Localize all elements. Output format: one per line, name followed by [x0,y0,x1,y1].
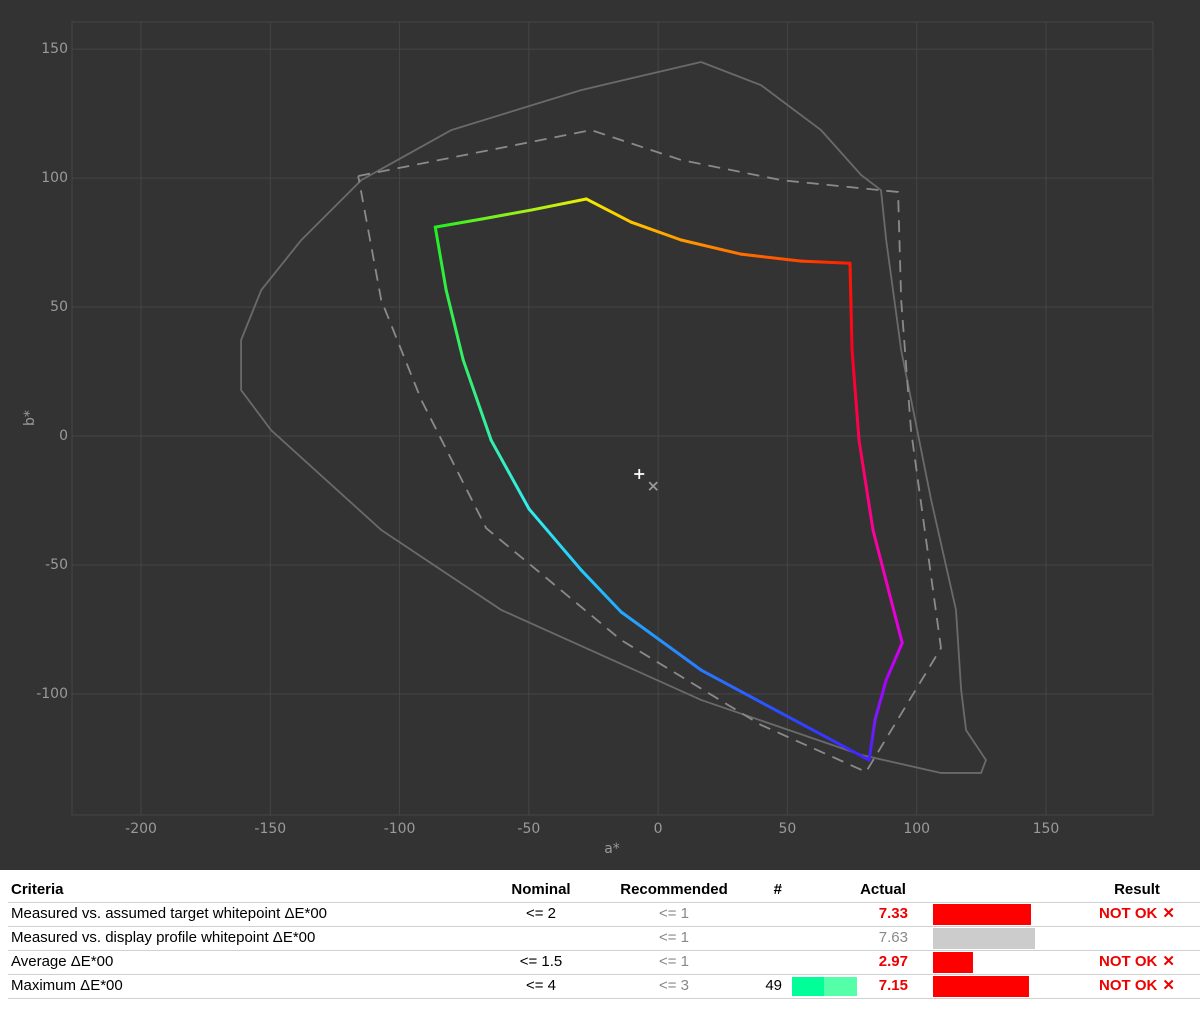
count-bar [824,977,857,996]
row-divider [8,998,1200,999]
gamut-segment [433,217,483,229]
column-header: # [773,881,782,898]
count: 49 [765,977,782,994]
gamut-outline [357,129,942,774]
fail-icon: ✕ [1162,953,1175,970]
actual: 7.63 [878,929,908,946]
nominal: <= 1.5 [519,953,563,970]
x-tick-label: 50 [778,821,796,837]
actual-bar [933,928,1036,949]
gamut-segment [461,358,493,442]
gamut-segment [867,718,877,762]
row-divider [8,902,1200,903]
gamut-segment [739,252,803,263]
column-header: Criteria [11,881,64,898]
row-divider [8,974,1200,975]
recommended: <= 1 [658,953,690,970]
whitepoint-marker [648,481,658,491]
x-tick-label: 150 [1033,821,1060,837]
x-tick-label: -50 [517,821,540,837]
result-text: NOT OK [1099,953,1158,970]
gamut-segment [850,348,861,442]
gamut-segment [433,225,448,292]
column-header: Actual [860,881,906,898]
results-table: Criteria Nominal Recommended # Actual Result M… [0,870,1200,1009]
gamut-segment [884,641,904,682]
nominal: <= 2 [525,905,557,922]
criteria: Maximum ΔE*00 [11,977,123,994]
result: NOT OK ✕ [1087,950,1187,974]
column-header: Nominal [511,881,571,898]
y-tick-label: -50 [45,557,68,573]
gamut-segment [857,438,875,532]
whitepoint-marker [634,468,645,479]
actual-bar [933,952,973,973]
gamut-segment [584,197,633,224]
gamut-segment [529,197,588,212]
actual-bar [933,904,1032,925]
y-tick-label: 0 [59,428,68,444]
y-tick-label: 150 [41,41,68,57]
gamut-segment [527,507,583,572]
chart: a* b* -200 -150 -100 -50 0 50 100 150 -100 -50 0 50… [0,0,1200,870]
result: NOT OK ✕ [1087,902,1187,926]
result: NOT OK ✕ [1087,974,1187,998]
column-header: Recommended [620,881,728,898]
gamut-segment [889,598,904,645]
gamut-segment [848,261,854,352]
result-text: NOT OK [1099,977,1158,994]
recommended: <= 1 [658,905,690,922]
gamut-outline [240,61,987,774]
gamut-segment [799,259,852,265]
x-tick-label: 100 [903,821,930,837]
fail-icon: ✕ [1162,977,1175,994]
recommended: <= 1 [658,929,690,946]
count-bar [792,977,824,996]
criteria: Measured vs. display profile whitepoint … [11,929,316,946]
actual-bar [933,976,1029,997]
x-tick-label: 0 [654,821,663,837]
gamut-segment [679,238,743,256]
gamut-segment [873,678,888,722]
nominal: <= 4 [525,977,557,994]
actual: 7.33 [878,905,908,922]
gamut-segment [619,610,703,672]
criteria: Measured vs. assumed target whitepoint Δ… [11,905,328,922]
criteria: Average ΔE*00 [11,953,114,970]
result-text: NOT OK [1099,905,1158,922]
x-axis-label: a* [604,841,620,857]
column-header: Result [1114,881,1160,898]
x-tick-label: -150 [254,821,286,837]
gamut-segment [579,568,623,614]
x-tick-label: -200 [125,821,157,837]
y-axis-label: b* [22,410,38,426]
gamut-segment [444,288,465,362]
plot-frame [71,21,1154,816]
gamut-segment [629,220,683,242]
actual: 7.15 [878,977,908,994]
gamut-segment [479,208,533,221]
gamut-segment [489,438,531,511]
gamut-segment [779,711,871,762]
actual: 2.97 [878,953,908,970]
x-tick-label: -100 [384,821,416,837]
y-tick-label: 50 [50,299,68,315]
y-tick-label: 100 [41,170,68,186]
gamut-segment [699,668,783,715]
row-divider [8,926,1200,927]
chart-background [0,0,1200,870]
fail-icon: ✕ [1162,905,1175,922]
recommended: <= 3 [658,977,690,994]
y-tick-label: -100 [36,686,68,702]
gamut-segment [871,528,893,602]
row-divider [8,950,1200,951]
